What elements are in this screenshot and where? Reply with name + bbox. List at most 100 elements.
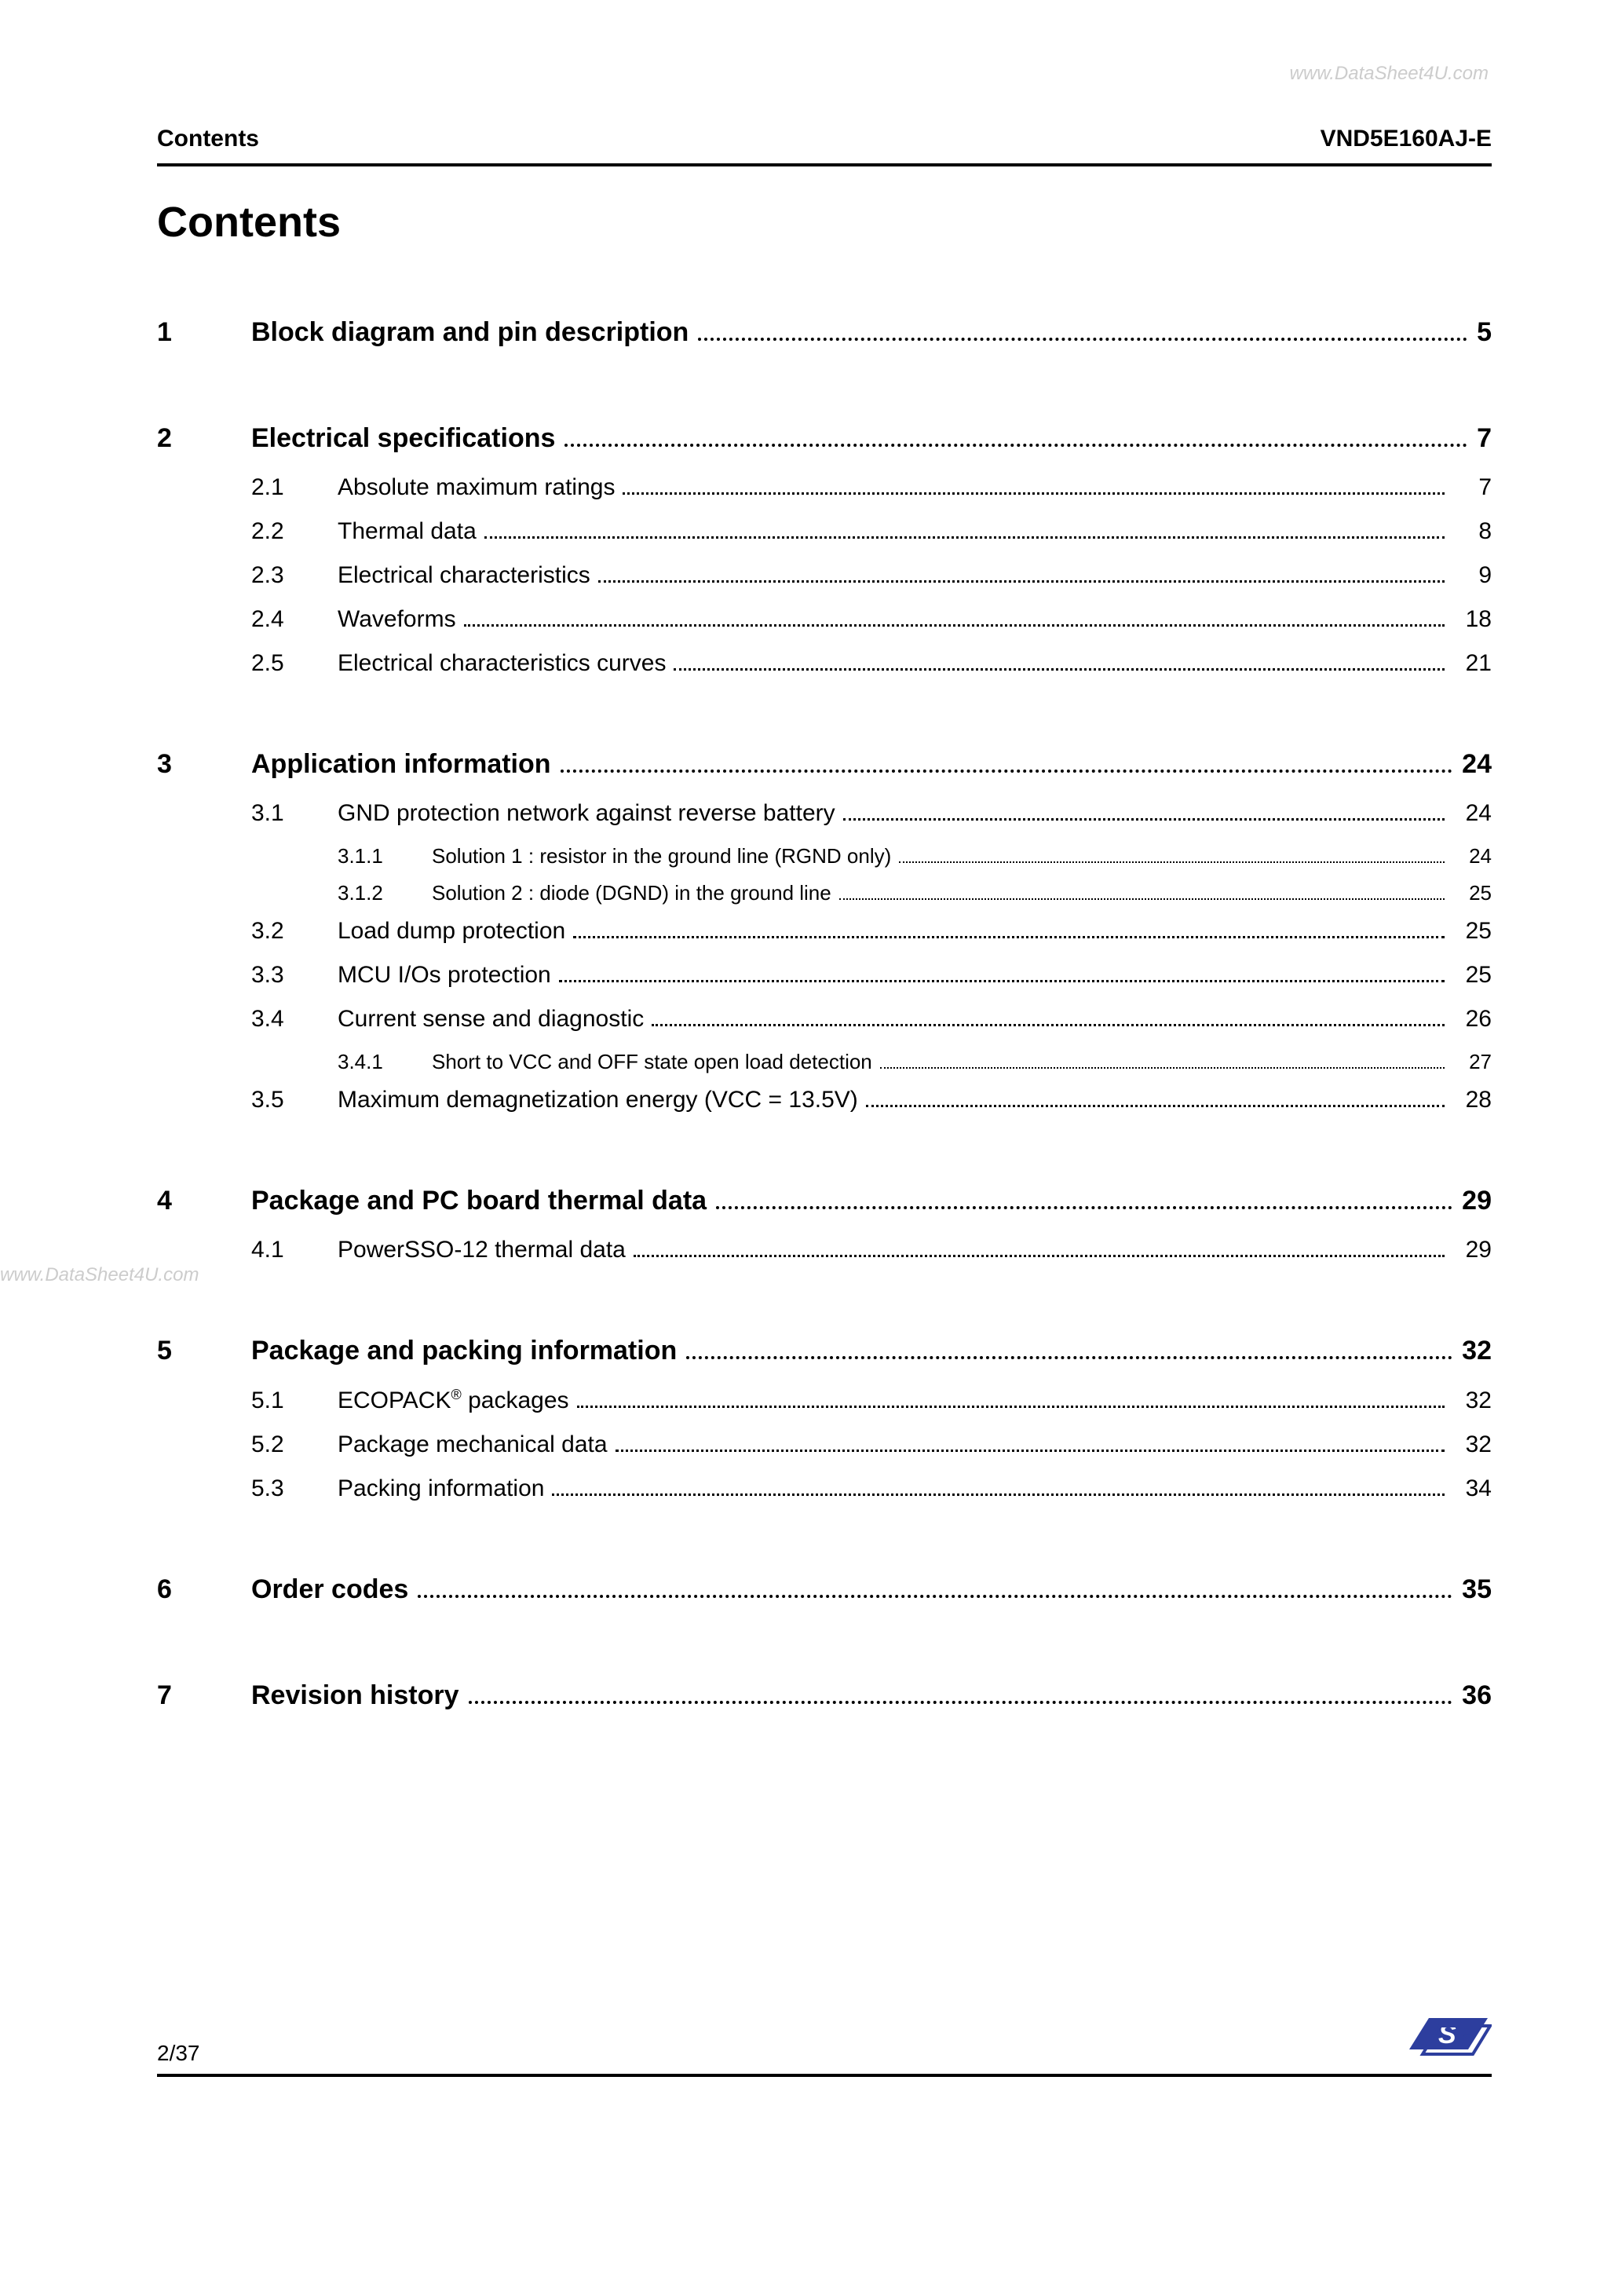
toc-section-number: 7 [157,1680,251,1731]
toc-leader [899,861,1445,863]
footer-page-number: 2/37 [157,2041,200,2066]
toc-entry-title: Package mechanical data [338,1431,608,1458]
toc-entry-title: Packing information [338,1475,544,1502]
toc-entry-title: Electrical characteristics curves [338,650,666,677]
toc-entry-page: 35 [1462,1574,1492,1605]
toc-entry-level1: Package and packing information 32 [251,1336,1492,1366]
toc-entry-page: 8 [1452,518,1492,545]
toc-entry-level2: 4.1PowerSSO-12 thermal data 29 [251,1237,1492,1263]
toc-leader [616,1450,1445,1452]
toc-block: 4Package and PC board thermal data294.1P… [157,1186,1492,1281]
toc-entry-title: Application information [251,749,551,780]
toc-entry-page: 34 [1452,1475,1492,1502]
toc-entry-page: 18 [1452,606,1492,633]
toc-entry-subnumber: 2.2 [251,518,338,545]
toc-leader [634,1255,1445,1257]
toc-entry-level3: 3.1.1Solution 1 : resistor in the ground… [251,844,1492,868]
toc-entry-page: 7 [1477,423,1492,454]
toc-leader [564,444,1467,447]
toc-entry-title: MCU I/Os protection [338,962,551,989]
toc-entry-level1: Block diagram and pin description5 [251,317,1492,348]
toc-entry-title: Solution 2 : diode (DGND) in the ground … [432,881,831,905]
toc-entry-page: 29 [1452,1237,1492,1263]
header-part-number: VND5E160AJ-E [1321,126,1492,152]
toc-leader [559,980,1445,982]
toc-entry-level2: 3.4Current sense and diagnostic26 [251,1006,1492,1033]
toc-leader [552,1493,1445,1496]
toc-entry-title-part: ECOPACK [338,1387,451,1413]
toc-entry-page: 25 [1452,962,1492,989]
toc-block: 7Revision history36 [157,1680,1492,1731]
toc-entry-title: Waveforms [338,606,456,633]
toc-leader [598,580,1445,583]
toc-body-col: Package and packing information 32 5.1ECOP… [251,1336,1492,1519]
toc-entry-subnumber: 3.2 [251,918,338,945]
toc-block: 5Package and packing information 32 5.1ECO… [157,1336,1492,1519]
toc-body-col: Application information243.1GND protecti… [251,749,1492,1131]
toc-entry-subnumber: 3.5 [251,1087,338,1113]
toc-entry-title: Package and packing information [251,1336,677,1366]
toc-entry-title: ECOPACK® packages [338,1387,569,1414]
toc-leader [698,338,1467,341]
toc-entry-subnumber: 3.4.1 [338,1050,432,1074]
toc-entry-level2: 3.2Load dump protection 25 [251,918,1492,945]
toc-leader [652,1024,1445,1026]
toc-block: 3Application information243.1GND protect… [157,749,1492,1131]
toc-block: 2Electrical specifications 7 2.1Absolute m… [157,423,1492,694]
toc-entry-title: Electrical characteristics [338,562,590,589]
toc-entry-title: Order codes [251,1574,408,1605]
toc-entry-subnumber: 4.1 [251,1237,338,1263]
toc-leader [469,1701,1453,1704]
toc-entry-subnumber: 2.3 [251,562,338,589]
st-logo: S T [1405,2010,1492,2066]
toc-entry-title: Revision history [251,1680,459,1711]
toc-entry-title: Current sense and diagnostic [338,1006,644,1033]
svg-text:T: T [1452,2026,1471,2056]
toc-entry-page: 25 [1452,918,1492,945]
toc-leader [484,536,1445,539]
toc-entry-subnumber: 5.2 [251,1431,338,1458]
toc-entry-level2: 2.1Absolute maximum ratings7 [251,474,1492,501]
toc-block: 1Block diagram and pin description5 [157,317,1492,368]
toc-section-number: 5 [157,1336,251,1519]
toc-entry-subnumber: 2.1 [251,474,338,501]
toc-leader [573,936,1445,938]
toc-entry-page: 29 [1462,1186,1492,1216]
toc-leader [880,1067,1445,1069]
toc-section-number: 3 [157,749,251,1131]
toc-entry-page: 32 [1452,1387,1492,1414]
toc-entry-level2: 3.1GND protection network against revers… [251,800,1492,827]
toc-entry-page: 32 [1462,1336,1492,1366]
toc-entry-page: 24 [1452,844,1492,868]
toc-entry-level2: 5.3Packing information34 [251,1475,1492,1502]
toc-entry-level2: 3.3MCU I/Os protection25 [251,962,1492,989]
toc-entry-title-sup: ® [451,1387,461,1402]
page-header: Contents VND5E160AJ-E [157,126,1492,166]
toc-entry-title: Package and PC board thermal data [251,1186,707,1216]
page-title: Contents [157,198,1492,247]
toc-entry-title: Maximum demagnetization energy (VCC = 13… [338,1087,858,1113]
toc-entry-level2: 2.3Electrical characteristics9 [251,562,1492,589]
toc-entry-subnumber: 3.1.1 [338,844,432,868]
toc-entry-title: PowerSSO-12 thermal data [338,1237,626,1263]
toc-entry-title: Load dump protection [338,918,565,945]
toc-leader [716,1206,1452,1209]
toc-entry-page: 5 [1477,317,1492,348]
toc-section-number: 2 [157,423,251,694]
toc-entry-title: GND protection network against reverse b… [338,800,835,827]
toc-leader [843,818,1445,821]
toc-entry-title: Electrical specifications [251,423,555,454]
watermark-top: www.DataSheet4U.com [1290,63,1489,85]
toc-body-col: Block diagram and pin description5 [251,317,1492,368]
toc-entry-page: 24 [1452,800,1492,827]
toc-entry-level2: 2.5Electrical characteristics curves21 [251,650,1492,677]
toc-leader [674,668,1445,671]
toc-entry-level1: Application information 24 [251,749,1492,780]
toc-entry-subnumber: 5.1 [251,1387,338,1414]
toc-section-number: 4 [157,1186,251,1281]
toc-entry-subnumber: 3.4 [251,1006,338,1033]
toc-entry-level1: Package and PC board thermal data 29 [251,1186,1492,1216]
toc-entry-page: 24 [1462,749,1492,780]
toc-entry-title-part: packages [462,1387,569,1413]
toc-entry-level2: 5.2Package mechanical data32 [251,1431,1492,1458]
